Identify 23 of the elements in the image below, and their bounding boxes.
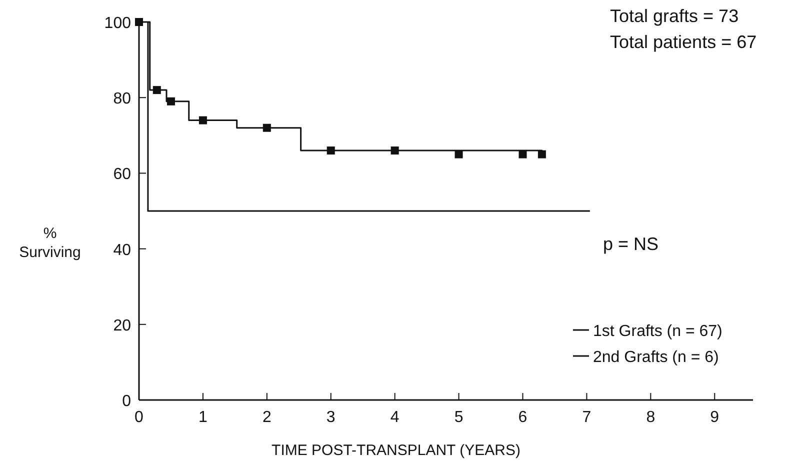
x-tick-label: 6: [518, 409, 528, 426]
x-tick-label: 9: [710, 409, 720, 426]
legend-label: 1st Grafts (n = 67): [593, 323, 722, 340]
legend-label: 2nd Grafts (n = 6): [593, 349, 719, 366]
x-tick-label: 4: [390, 409, 400, 426]
y-tick-label: 100: [104, 15, 132, 32]
x-axis-title: TIME POST-TRANSPLANT (YEARS): [272, 442, 520, 459]
x-tick-label: 8: [646, 409, 656, 426]
y-tick-label: 0: [122, 393, 132, 410]
x-tick-label: 2: [262, 409, 272, 426]
annotation: Total patients = 67: [610, 32, 757, 52]
x-tick-label: 5: [454, 409, 464, 426]
y-tick-label: 80: [113, 90, 132, 108]
y-tick-label: 60: [113, 166, 132, 184]
annotation: p = NS: [603, 234, 659, 254]
x-tick-label: 7: [582, 409, 592, 426]
y-tick-label: 40: [113, 242, 132, 259]
x-tick-label: 3: [326, 409, 336, 426]
x-tick-label: 1: [198, 409, 208, 426]
y-tick-label: 20: [113, 317, 132, 334]
annotation: Total grafts = 73: [610, 6, 739, 26]
y-axis-title: % Surviving: [19, 225, 81, 261]
x-tick-label: 0: [134, 409, 144, 426]
